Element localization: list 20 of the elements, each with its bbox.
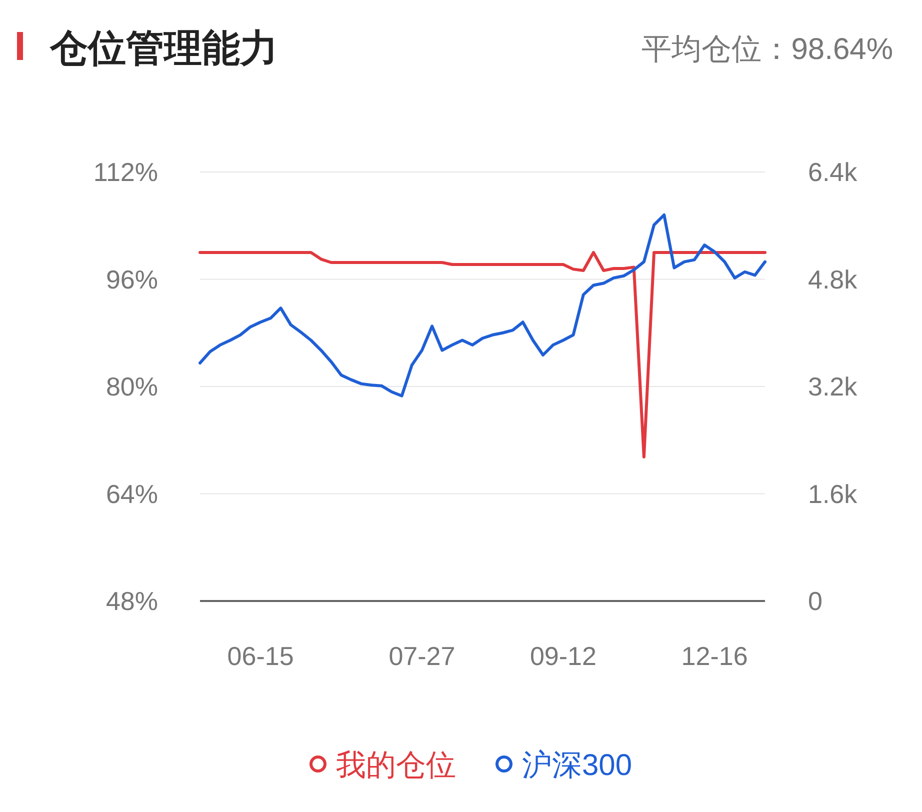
x-tick-label: 09-12 [530,641,596,671]
legend-label: 我的仓位 [336,749,456,782]
line-series [198,213,766,398]
y2-tick-label: 3.2k [808,372,858,402]
x-tick-label: 12-16 [681,641,748,671]
y-tick-label: 80% [106,372,158,402]
y2-tick-label: 0 [808,586,822,616]
y2-tick-label: 6.4k [808,157,858,187]
chart-title: 仓位管理能力 [49,28,278,70]
x-tick-label: 07-27 [388,641,456,671]
y2-tick-label: 1.6k [808,478,858,509]
legend-label: 沪深300 [522,749,632,782]
y-tick-label: 64% [106,478,158,509]
chart-subtitle: 平均仓位：98.64% [641,33,893,66]
line-series [198,250,766,458]
y2-tick-label: 4.8k [808,264,858,294]
x-tick-label: 06-15 [227,641,294,671]
y-tick-label: 48% [106,586,158,616]
y-tick-label: 96% [106,264,158,294]
y-tick-label: 112% [93,157,158,187]
